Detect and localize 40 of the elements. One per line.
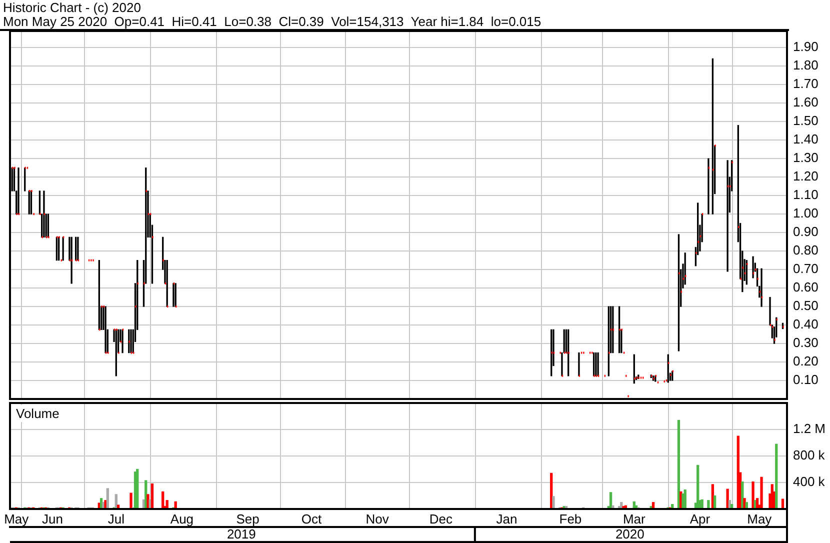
y-tick-label: 1.00 <box>793 206 818 221</box>
chart-title: Historic Chart - (c) 2020 <box>2 0 142 15</box>
x-tick-label: Oct <box>301 511 322 526</box>
x-tick-label: Feb <box>559 511 582 526</box>
x-tick-label: Aug <box>170 511 194 526</box>
x-tick-label: Mar <box>622 511 646 526</box>
x-tick-label: Nov <box>366 511 390 526</box>
chart-subtitle: Mon May 25 2020 Op=0.41 Hi=0.41 Lo=0.38 Cl=0.39 Vol=154,313 Year hi=1.84 lo=0.015 <box>2 14 542 29</box>
y-tick-label: 1.50 <box>793 113 818 128</box>
y-tick-label: 0.50 <box>793 298 818 314</box>
chart-title: Volume <box>16 406 60 422</box>
x-tick-label: Dec <box>429 511 454 526</box>
y-tick-label: 1.40 <box>793 132 818 147</box>
y-tick-label: 0.80 <box>793 242 818 258</box>
y-tick-label: 0.90 <box>793 224 818 240</box>
y-tick-label: 1.60 <box>793 94 818 110</box>
y-tick-label: 1.20 <box>793 168 818 184</box>
x2-tick-label: 2020 <box>615 526 644 542</box>
y-tick-label: 0.70 <box>793 261 818 276</box>
x-tick-label: May <box>747 511 772 526</box>
y-tick-label: 800 k <box>793 448 826 463</box>
y-tick-label: 0.20 <box>793 354 818 369</box>
x-tick-label: May <box>4 511 30 526</box>
y-tick-label: 0.60 <box>793 280 818 295</box>
y-tick-label: 1.70 <box>793 76 818 92</box>
x-tick-label: Apr <box>690 511 711 526</box>
y-tick-label: 1.80 <box>793 58 818 73</box>
y-tick-label: 0.30 <box>793 335 818 350</box>
x2-tick-label: 2019 <box>226 526 256 542</box>
y-tick-label: 1.10 <box>793 187 818 202</box>
x-tick-label: Jun <box>42 511 63 526</box>
y-tick-label: 1.30 <box>793 150 818 166</box>
y-tick-label: 400 k <box>793 474 826 490</box>
y-tick-label: 0.10 <box>793 372 818 388</box>
x-tick-label: Jan <box>496 511 518 526</box>
y-tick-label: 1.2 M <box>793 421 826 436</box>
y-tick-label: 1.90 <box>793 39 818 54</box>
x-tick-label: Sep <box>236 511 260 526</box>
y-tick-label: 0.40 <box>793 316 818 332</box>
x-tick-label: Jul <box>108 511 125 526</box>
